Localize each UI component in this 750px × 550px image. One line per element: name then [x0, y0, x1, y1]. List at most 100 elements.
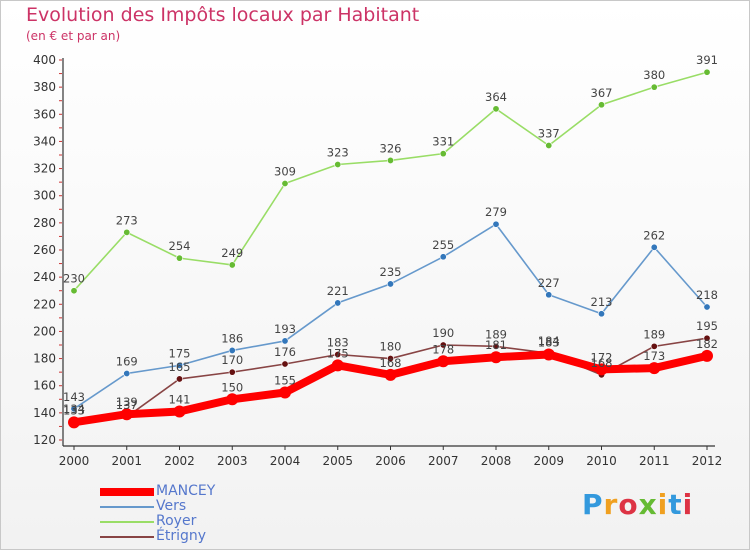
x-tick-label: 2010 [586, 454, 617, 468]
proxiti-logo: Proxiti [582, 488, 693, 521]
data-label: 189 [643, 327, 665, 341]
data-label: 331 [432, 135, 454, 149]
x-tick-label: 2004 [270, 454, 301, 468]
x-tick-label: 2008 [481, 454, 512, 468]
data-point [334, 161, 342, 169]
data-label: 168 [591, 356, 613, 370]
data-point [228, 261, 236, 269]
y-tick-label: 380 [33, 80, 56, 94]
data-label: 170 [221, 353, 243, 367]
data-point [439, 341, 447, 349]
data-point [597, 310, 605, 318]
y-tick-label: 140 [33, 406, 56, 420]
x-tick-label: 2001 [111, 454, 142, 468]
data-point [123, 228, 131, 236]
data-point [703, 334, 711, 342]
logo-letter: i [682, 488, 694, 521]
y-tick-label: 340 [33, 134, 56, 148]
x-tick-label: 2007 [428, 454, 459, 468]
data-label: 133 [63, 403, 85, 417]
data-label: 190 [432, 326, 454, 340]
data-label: 367 [591, 86, 613, 100]
data-label: 186 [221, 331, 243, 345]
data-point [439, 253, 447, 261]
y-tick-label: 200 [33, 324, 56, 338]
legend-label: Étrigny [156, 528, 207, 544]
data-label: 249 [221, 246, 243, 260]
data-label: 255 [432, 238, 454, 252]
data-label: 189 [485, 327, 507, 341]
data-label: 227 [538, 276, 560, 290]
data-point [437, 355, 450, 368]
data-label: 169 [116, 355, 138, 369]
data-point [703, 68, 711, 76]
y-tick-label: 260 [33, 243, 56, 257]
data-point [490, 351, 502, 364]
x-tick-label: 2009 [533, 454, 564, 468]
data-point [650, 342, 658, 350]
data-label: 254 [169, 239, 191, 253]
data-point [176, 375, 184, 383]
data-label: 279 [485, 205, 507, 219]
data-point [648, 362, 661, 375]
legend-label: Vers [156, 498, 187, 514]
data-point [384, 368, 397, 381]
data-point [386, 280, 394, 288]
x-tick-label: 2000 [59, 454, 90, 468]
data-label: 175 [327, 346, 349, 360]
data-point [281, 360, 289, 368]
y-tick-label: 280 [33, 216, 56, 230]
data-label: 364 [485, 90, 507, 104]
legend-swatch [100, 521, 154, 523]
data-point [68, 416, 80, 429]
data-label: 193 [274, 322, 296, 336]
y-tick-label: 360 [33, 107, 56, 121]
y-tick-label: 160 [33, 379, 56, 393]
data-point [70, 405, 78, 413]
data-point [439, 150, 447, 158]
data-point [279, 386, 291, 399]
data-label: 178 [432, 342, 454, 356]
data-point [123, 369, 131, 377]
data-label: 180 [380, 340, 402, 354]
logo-letter: o [618, 488, 639, 521]
data-labels: 133 139 141 150 155 175 168 178 181 183 172 173 182 1… [63, 53, 718, 417]
y-tick-label: 180 [33, 352, 56, 366]
data-label: 141 [169, 393, 191, 407]
x-tick-label: 2006 [375, 454, 406, 468]
data-point [334, 350, 342, 358]
x-tick-label: 2005 [322, 454, 353, 468]
logo-letter: r [603, 488, 619, 521]
data-point [595, 363, 608, 376]
y-tick-label: 300 [33, 189, 56, 203]
data-point [334, 299, 342, 307]
legend-swatch [100, 488, 154, 496]
data-point [542, 348, 555, 361]
y-tick-label: 120 [33, 433, 56, 447]
data-label: 165 [169, 360, 191, 374]
data-label: 176 [274, 345, 296, 359]
legend-label: MANCEY [156, 483, 216, 499]
data-point [226, 393, 239, 406]
data-point [545, 291, 553, 299]
axes: 120 140 160 180 200 220 240 260 280 300 320 340 360 3… [33, 53, 722, 468]
y-tick-label: 320 [33, 162, 56, 176]
data-point [703, 303, 711, 311]
y-tick-label: 400 [33, 53, 56, 67]
data-point [650, 243, 658, 251]
logo-letter: i [657, 488, 669, 521]
data-point [228, 346, 236, 354]
data-label: 326 [380, 141, 402, 155]
x-tick-label: 2003 [217, 454, 248, 468]
data-label: 273 [116, 213, 138, 227]
data-label: 184 [538, 334, 560, 348]
data-label: 337 [538, 127, 560, 141]
data-label: 175 [169, 346, 191, 360]
data-point [597, 101, 605, 109]
data-label: 183 [538, 336, 560, 350]
legend-swatch [100, 506, 154, 508]
x-tick-label: 2012 [692, 454, 723, 468]
data-label: 218 [696, 288, 718, 302]
data-label: 391 [696, 53, 718, 67]
